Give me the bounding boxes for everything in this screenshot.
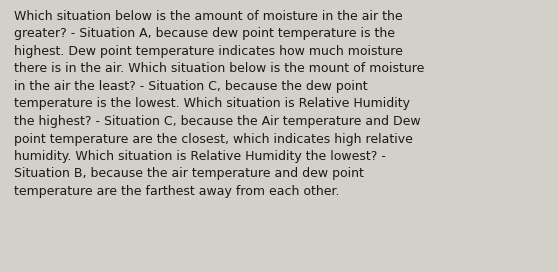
Text: Which situation below is the amount of moisture in the air the
greater? - Situat: Which situation below is the amount of m… — [14, 10, 425, 198]
